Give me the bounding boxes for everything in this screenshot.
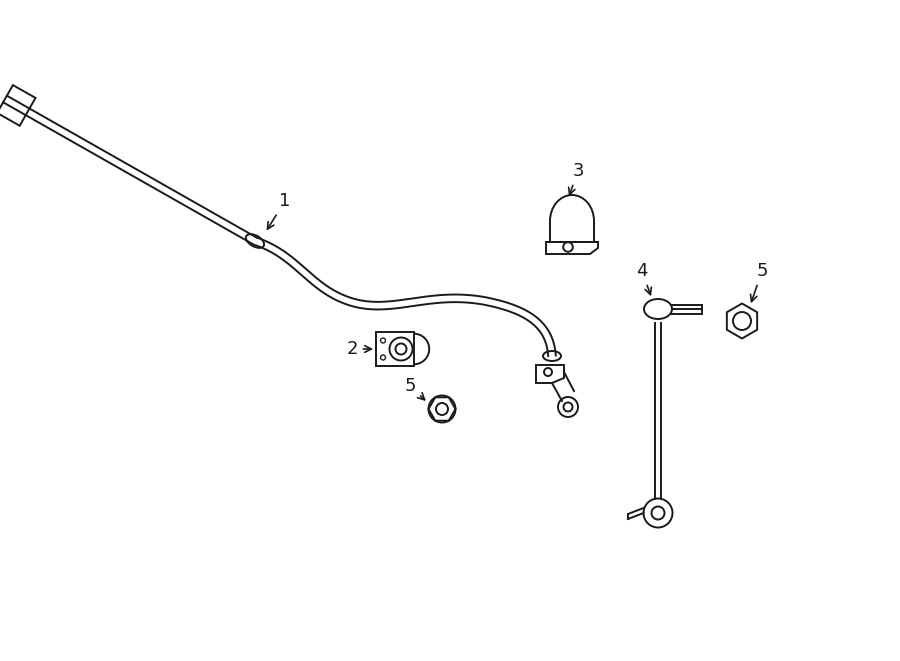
Text: 5: 5 (751, 262, 768, 301)
Text: 4: 4 (636, 262, 652, 295)
Text: 2: 2 (346, 340, 372, 358)
Text: 5: 5 (404, 377, 425, 400)
Text: 1: 1 (267, 192, 291, 229)
Circle shape (381, 338, 385, 343)
Circle shape (381, 355, 385, 360)
Text: 3: 3 (569, 162, 584, 194)
